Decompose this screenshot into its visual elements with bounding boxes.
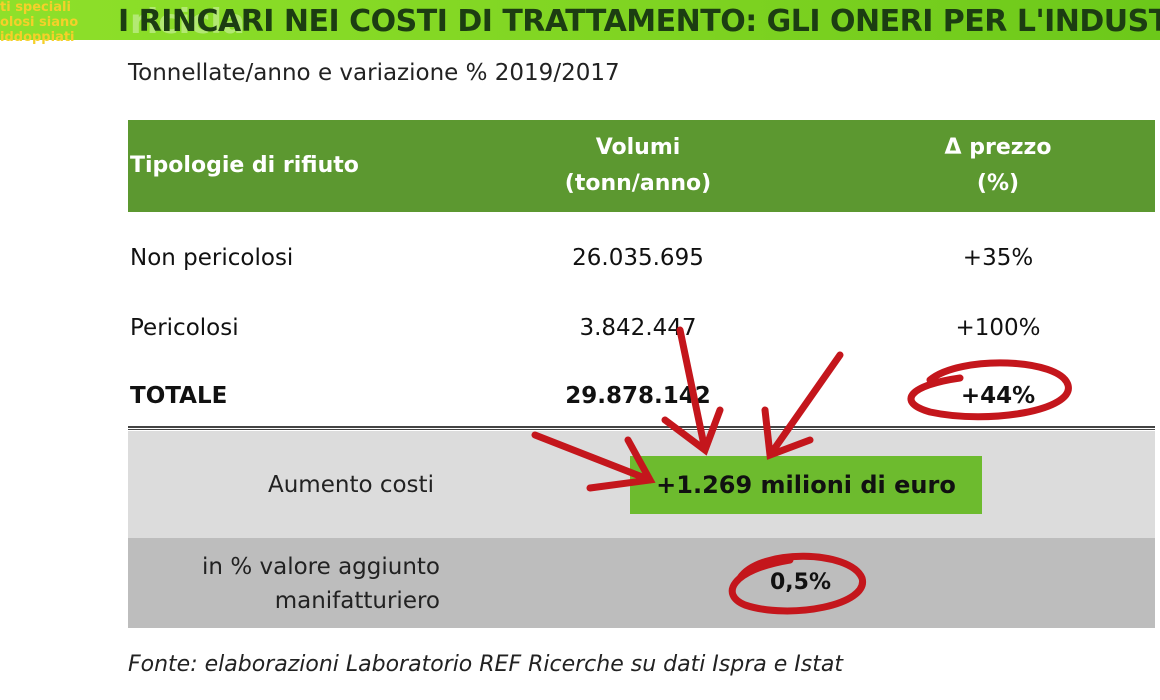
source-note: Fonte: elaborazioni Laboratorio REF Rice…	[128, 652, 843, 677]
table-cell: 29.878.142	[565, 383, 711, 409]
arrow-annotation	[661, 326, 724, 456]
watermark: ricicla	[130, 2, 245, 42]
share-label-line: in % valore aggiunto	[202, 554, 440, 580]
header-text: (%)	[976, 171, 1020, 196]
header-text: (tonn/anno)	[564, 171, 712, 196]
header-text: Volumi	[595, 135, 681, 160]
subtitle: Tonnellate/anno e variazione % 2019/2017	[128, 60, 620, 86]
share-label: in % valore aggiunto manifatturiero	[160, 550, 440, 618]
overlay-line: ti speciali	[0, 0, 71, 15]
share-label-line: manifatturiero	[274, 588, 440, 614]
header-cell: Δ prezzo (%)	[908, 120, 1088, 212]
table-row: TOTALE 29.878.142 +44%	[128, 366, 1155, 426]
header-cell: Tipologie di rifiuto	[130, 120, 359, 212]
share-row	[128, 538, 1155, 628]
overlay-line: iddoppiati	[0, 30, 75, 45]
table-cell: Non pericolosi	[130, 245, 294, 271]
table-cell: 3.842.447	[579, 315, 697, 341]
overlay-text: ti speciali olosi siano iddoppiati	[0, 0, 78, 45]
cost-value: +1.269 milioni di euro	[630, 456, 982, 514]
title-bar	[0, 0, 1160, 40]
circle-annotation	[728, 552, 866, 615]
circle-annotation	[907, 359, 1072, 421]
title: I RINCARI NEI COSTI DI TRATTAMENTO: GLI …	[118, 4, 1160, 39]
table-cell: +35%	[962, 245, 1034, 271]
arrow-annotation	[531, 431, 656, 492]
header-cell: Volumi (tonn/anno)	[548, 120, 728, 212]
header-text: Δ prezzo	[944, 135, 1052, 160]
table-row: Non pericolosi 26.035.695 +35%	[128, 228, 1155, 288]
divider	[128, 426, 1155, 430]
share-value: 0,5%	[770, 570, 832, 595]
table-row: Pericolosi 3.842.447 +100%	[128, 298, 1155, 358]
header-text: Tipologie di rifiuto	[130, 153, 359, 178]
arrow-annotation	[761, 351, 844, 460]
table-cell: +100%	[955, 315, 1041, 341]
table-header: Tipologie di rifiuto Volumi (tonn/anno) …	[128, 120, 1155, 212]
table-cell: +44%	[960, 383, 1036, 409]
cost-label: Aumento costi	[268, 472, 434, 498]
table-cell: Pericolosi	[130, 315, 239, 341]
overlay-line: olosi siano	[0, 15, 79, 30]
table-cell: 26.035.695	[572, 245, 704, 271]
table-cell: TOTALE	[130, 383, 228, 409]
